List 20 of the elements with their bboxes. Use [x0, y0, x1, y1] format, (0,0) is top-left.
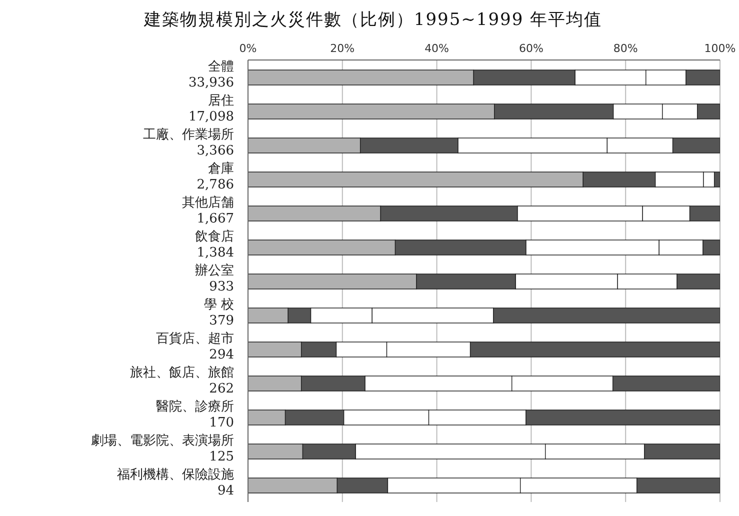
- x-tick-label: 80%: [613, 42, 638, 55]
- y-tick-label: 飲食店 1,384: [195, 228, 234, 260]
- x-tick-label: 0%: [239, 42, 257, 55]
- y-tick-label: 醫院、診療所 170: [156, 399, 234, 430]
- y-tick-label: 其他店舗 1,667: [182, 194, 234, 226]
- x-tick-label: 60%: [518, 42, 544, 55]
- y-tick-label: 倉庫 2,786: [196, 160, 234, 192]
- x-tick-label: 20%: [330, 42, 355, 55]
- y-tick-label: 旅社、飯店、旅館 262: [130, 364, 234, 396]
- y-tick-label: 辦公室 933: [195, 262, 234, 294]
- x-tick-label: 100%: [704, 42, 736, 55]
- chart-title: 建築物規模別之火災件數（比例）1995~1999 年平均值: [142, 9, 604, 32]
- y-tick-label: 工廠、作業場所 3,366: [143, 127, 234, 158]
- y-tick-label: 居住 17,098: [188, 93, 234, 124]
- y-tick-label: 福利機構、保險設施 94: [117, 467, 234, 498]
- x-tick-label: 40%: [424, 42, 450, 55]
- y-tick-label: 百貨店、超市 294: [156, 330, 234, 362]
- y-tick-label: 全體 33,936: [188, 59, 234, 90]
- y-tick-label: 學 校 379: [204, 297, 234, 328]
- y-tick-label: 劇場、電影院、表演場所 125: [91, 433, 234, 464]
